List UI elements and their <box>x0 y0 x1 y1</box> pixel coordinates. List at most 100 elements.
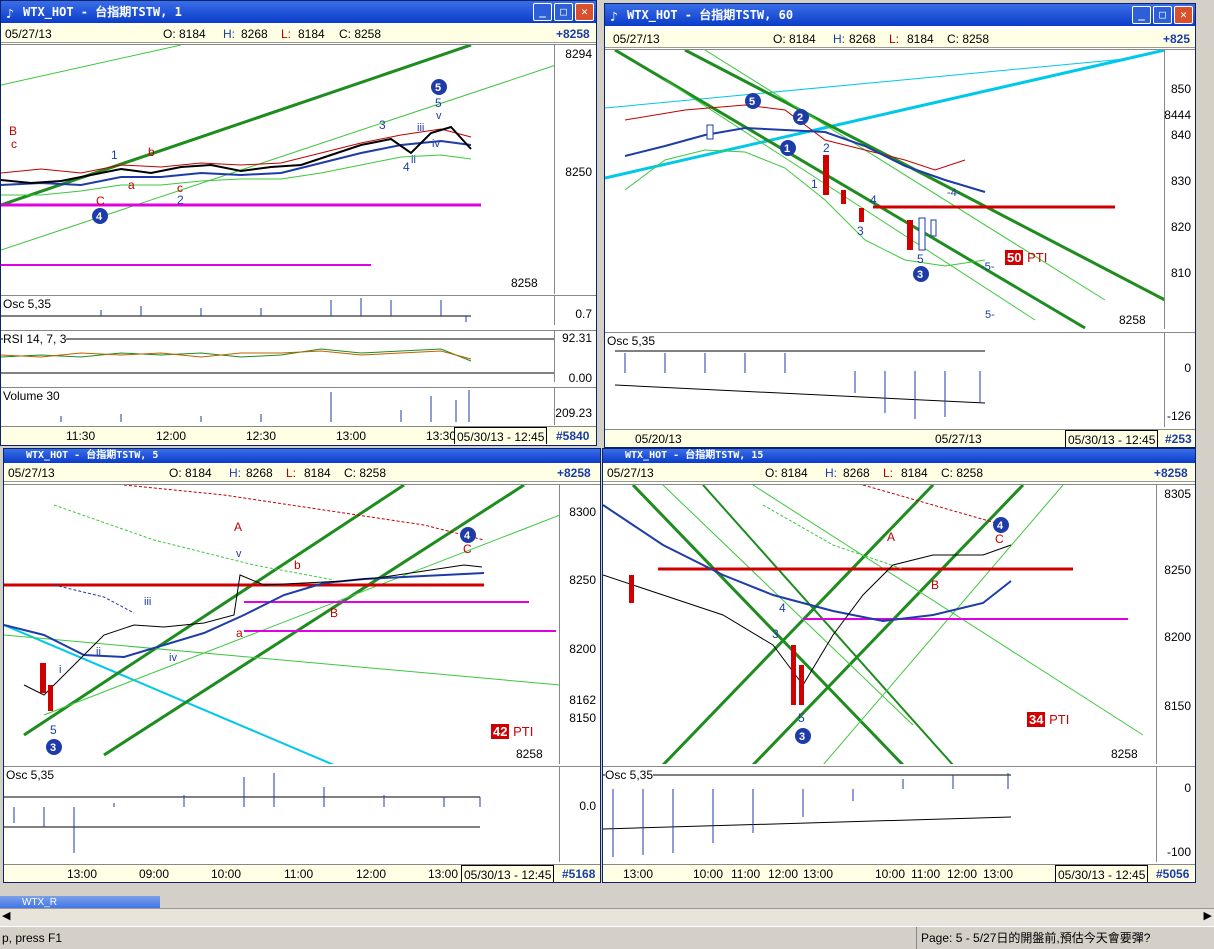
time-tick: 13:00 <box>67 867 98 881</box>
axis-tick: 8250 <box>565 165 592 179</box>
chart-window-icon: ♪ <box>6 7 14 22</box>
pti-label: PTI <box>513 724 534 739</box>
time-tick: 13:00 <box>336 429 367 443</box>
chart-window-1min[interactable]: ♪ WTX_HOT - 台指期TSTW, 1 _ □ ✕ 05/27/13 O:… <box>0 0 597 446</box>
osc-tick: 0 <box>1184 781 1191 795</box>
window-title: WTX_HOT - 台指期TSTW, 15 <box>625 450 764 461</box>
last-price: +8258 <box>1154 466 1188 480</box>
chart-window-5min[interactable]: WTX_HOT - 台指期TSTW, 5 05/27/13 O: 8184 H:… <box>3 448 601 883</box>
bar-count: #253 <box>1165 432 1192 446</box>
time-tick: 10:00 <box>693 867 724 881</box>
low-label: L: <box>281 27 292 41</box>
svg-text:v: v <box>436 110 442 122</box>
time-tick: 12:30 <box>246 429 277 443</box>
svg-text:iii: iii <box>144 596 151 608</box>
osc-tick: -100 <box>1166 845 1191 859</box>
rsi-top: 92.31 <box>561 331 592 345</box>
svg-text:a: a <box>128 178 135 192</box>
osc-value: 0.7 <box>575 307 592 321</box>
chart-window-15min[interactable]: WTX_HOT - 台指期TSTW, 15 05/27/13 O: 8184 H… <box>602 448 1196 883</box>
price-axis: 8300 8250 8200 8162 8150 <box>559 485 600 764</box>
axis-tick: 8300 <box>569 505 596 519</box>
svg-text:3: 3 <box>772 627 779 641</box>
rsi-label: RSI 14, 7, 3 <box>3 332 67 346</box>
osc-label: Osc 5,35 <box>605 768 654 782</box>
ohlc-bar: 05/27/13 O: 8184 H: 8268 L: 8184 C: 8258… <box>1 25 596 43</box>
svg-text:5: 5 <box>749 96 755 108</box>
close-value: C: 8258 <box>941 466 984 480</box>
maximize-icon[interactable]: □ <box>1153 6 1172 24</box>
last-value-label: 8258 <box>1119 313 1146 327</box>
low-label: L: <box>889 32 900 46</box>
window-titlebar[interactable]: WTX_HOT - 台指期TSTW, 5 <box>4 449 600 463</box>
bar-count: #5168 <box>562 867 596 881</box>
bar-count: #5840 <box>556 429 590 443</box>
osc-pane[interactable]: Osc 5,35 0.7 <box>1 295 596 325</box>
axis-tick: 8250 <box>1164 563 1191 577</box>
current-datetime: 05/30/13 - 12:45 <box>454 427 548 444</box>
chart-window-60min[interactable]: ♪ WTX_HOT - 台指期TSTW, 60 _ □ ✕ 05/27/13 O… <box>604 3 1196 448</box>
window-titlebar[interactable]: ♪ WTX_HOT - 台指期TSTW, 1 _ □ ✕ <box>1 1 596 23</box>
bar-date: 05/27/13 <box>613 32 660 46</box>
price-pane[interactable]: A v b B C iii i ii iv a 5 4 3 8300 8250 … <box>4 484 600 764</box>
osc-value: 0.0 <box>579 799 596 813</box>
osc-pane[interactable]: Osc 5,35 0 -126 <box>605 332 1195 427</box>
svg-text:3: 3 <box>917 269 923 281</box>
svg-text:1: 1 <box>811 177 818 191</box>
close-value: C: 8258 <box>339 27 382 41</box>
minimize-icon[interactable]: _ <box>1132 6 1151 24</box>
svg-text:ii: ii <box>411 154 416 166</box>
minimize-icon[interactable]: _ <box>533 3 552 21</box>
low-label: L: <box>286 466 297 480</box>
open-value: O: 8184 <box>765 466 808 480</box>
svg-text:iv: iv <box>432 138 440 150</box>
low-value: 8184 <box>907 32 934 46</box>
high-value: 8268 <box>849 32 876 46</box>
rsi-bottom: 0.00 <box>568 371 592 382</box>
svg-text:3: 3 <box>857 224 864 238</box>
price-pane[interactable]: B c C a b c 1 2 3 4 5 v iii iv ii 4 5 82… <box>1 44 596 294</box>
svg-text:B: B <box>931 578 939 592</box>
price-pane[interactable]: 1 2 3 4 5 -5- 5- -4- 5 2 1 3 850 8444 84… <box>605 49 1195 329</box>
open-value: O: 8184 <box>773 32 816 46</box>
scroll-right-icon[interactable]: ▶ <box>1203 910 1212 922</box>
axis-tick: 830 <box>1170 174 1191 188</box>
current-datetime: 05/30/13 - 12:45 <box>1055 865 1149 882</box>
svg-text:iv: iv <box>169 652 177 664</box>
close-icon[interactable]: ✕ <box>575 3 594 21</box>
time-axis: 13:00 09:00 10:00 11:00 12:00 13:00 05/3… <box>4 864 600 882</box>
window-titlebar[interactable]: WTX_HOT - 台指期TSTW, 15 <box>603 449 1195 463</box>
rsi-pane[interactable]: RSI 14, 7, 3 92.31 0.00 <box>1 330 596 382</box>
horizontal-scrollbar[interactable]: ◀ ▶ <box>0 908 1214 926</box>
minimized-window[interactable]: WTX_R <box>0 896 160 910</box>
svg-text:b: b <box>294 558 301 572</box>
price-axis: 8294 8250 <box>554 45 596 294</box>
time-tick: 12:00 <box>356 867 387 881</box>
high-label: H: <box>825 466 837 480</box>
price-pane[interactable]: A B C 4 3 5 4 3 8305 8250 8200 8150 34 P… <box>603 484 1195 764</box>
svg-text:-5-: -5- <box>981 261 995 273</box>
time-axis: 11:30 12:00 12:30 13:00 13:30 05/30/13 -… <box>1 426 596 444</box>
high-value: 8268 <box>246 466 273 480</box>
last-price: +8258 <box>557 466 591 480</box>
svg-text:4: 4 <box>870 193 877 207</box>
maximize-icon[interactable]: □ <box>554 3 573 21</box>
svg-text:2: 2 <box>823 141 830 155</box>
window-titlebar[interactable]: ♪ WTX_HOT - 台指期TSTW, 60 _ □ ✕ <box>605 4 1195 26</box>
osc-pane[interactable]: Osc 5,35 0 -100 <box>603 766 1195 862</box>
volume-pane[interactable]: Volume 30 209.23 <box>1 387 596 425</box>
bar-date: 05/27/13 <box>8 466 55 480</box>
time-axis: 13:00 10:00 11:00 12:00 13:00 10:00 11:0… <box>603 864 1195 882</box>
current-datetime: 05/30/13 - 12:45 <box>461 865 555 882</box>
axis-tick: 8294 <box>565 47 592 61</box>
osc-pane[interactable]: Osc 5,35 0.0 <box>4 766 600 862</box>
svg-text:C: C <box>463 542 472 556</box>
close-icon[interactable]: ✕ <box>1174 6 1193 24</box>
pti-number: 50 <box>1005 250 1024 265</box>
time-tick: 13:00 <box>623 867 654 881</box>
scroll-left-icon[interactable]: ◀ <box>2 910 11 922</box>
window-title: WTX_HOT - 台指期TSTW, 1 <box>23 5 182 19</box>
axis-tick: 8444 <box>1164 108 1191 122</box>
svg-text:A: A <box>234 520 242 534</box>
status-bar: p, press F1 Page: 5 - 5/27日的開盤前,預估今天會要彈? <box>0 926 1214 949</box>
